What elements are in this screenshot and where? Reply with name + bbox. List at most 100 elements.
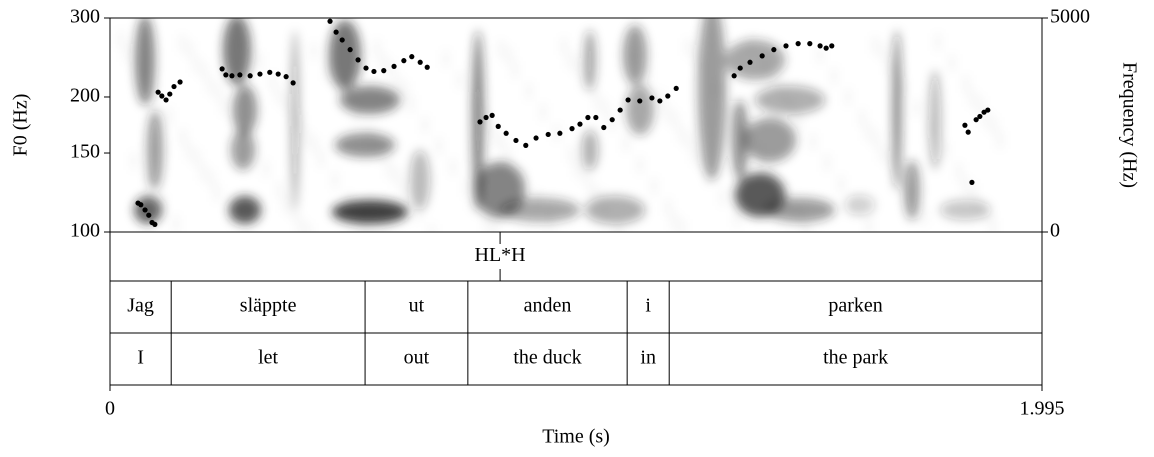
spectrogram-streak [667, 198, 669, 216]
spectrogram-streak [251, 139, 253, 157]
spectrogram-streak [210, 170, 212, 188]
f0-point [355, 57, 361, 63]
spectrogram-streak [362, 213, 364, 231]
spectrogram-streak [965, 75, 967, 93]
f0-point [159, 93, 165, 99]
f0-point [495, 123, 501, 129]
spectrogram-streak [285, 195, 287, 213]
y-tick-label: 150 [70, 141, 100, 163]
f0-point [223, 72, 229, 78]
spectrogram-streak [424, 116, 426, 134]
f0-point [759, 53, 765, 59]
spectrogram-blob [845, 195, 875, 215]
spectrogram-streak [258, 52, 260, 70]
f0-point [229, 73, 235, 79]
spectrogram-blob [755, 86, 825, 114]
f0-point [146, 212, 152, 218]
spectrogram-streak [487, 113, 489, 131]
spectrogram-streak [729, 101, 731, 119]
f0-point [609, 117, 615, 123]
spectrogram-streak [639, 156, 641, 174]
spectrogram-streak [307, 223, 309, 232]
spectrogram-blob [585, 196, 645, 224]
f0-point [593, 114, 599, 121]
spectrogram-streak [431, 224, 433, 232]
tier-label: the duck [513, 347, 581, 369]
spectrogram-streak [701, 59, 703, 77]
spectrogram-streak [189, 41, 191, 59]
x-tick-label: 1.995 [1020, 398, 1065, 420]
spectrogram-streak [292, 108, 294, 126]
f0-point [327, 18, 333, 24]
spectrogram-blob [626, 85, 654, 135]
spectrogram-streak [507, 148, 509, 166]
spectrogram-blob [332, 200, 408, 224]
spectrogram-streak [569, 51, 571, 69]
spectrogram-streak [993, 117, 995, 135]
spectrogram-streak [715, 80, 717, 98]
spectrogram-streak [508, 47, 510, 65]
spectrogram-streak [798, 112, 800, 130]
spectrogram-streak [854, 196, 856, 214]
spectrogram-streak [861, 109, 863, 127]
f0-point [177, 79, 183, 85]
spectrogram-streak [286, 94, 288, 112]
f0-point [985, 107, 991, 113]
spectrogram-streak [265, 160, 267, 178]
x-axis-label: Time (s) [542, 426, 610, 448]
spectrogram-blob [623, 25, 647, 85]
spectrogram-blob [335, 133, 395, 157]
spectrogram-streak [411, 189, 413, 207]
f0-point [142, 207, 148, 213]
y2-axis-label: Frequency (Hz) [1118, 62, 1140, 188]
spectrogram-streak [874, 36, 876, 54]
spectrogram-streak [203, 62, 205, 80]
spectrogram-streak [549, 211, 551, 229]
spectrogram-streak [673, 212, 675, 230]
f0-point [533, 135, 539, 141]
spectrogram-streak [666, 104, 668, 122]
tier-label: the park [823, 347, 888, 369]
f0-point [823, 45, 829, 51]
spectrogram-streak [320, 150, 322, 168]
spectrogram-streak [605, 100, 607, 118]
f0-point [347, 47, 353, 53]
spectrogram-streak [937, 33, 939, 51]
spectrogram-streak [293, 202, 295, 220]
f0-point [417, 59, 423, 65]
spectrogram-streak [182, 128, 184, 146]
spectrogram-streak [120, 30, 122, 48]
spectrogram-streak [653, 177, 655, 195]
f0-point [649, 95, 655, 101]
spectrogram-streak [868, 217, 870, 232]
tier-label: parken [828, 295, 882, 317]
f0-point [267, 69, 273, 75]
spectrogram-streak [168, 107, 170, 125]
y-tick-label: 100 [70, 220, 100, 242]
spectrogram-streak [570, 145, 572, 163]
y-axis-label: F0 (Hz) [10, 94, 32, 157]
f0-point [275, 71, 281, 77]
spectrogram-streak [951, 54, 953, 72]
spectrogram-streak [314, 136, 316, 154]
spectrogram-streak [514, 61, 516, 79]
tier-label: ut [409, 295, 425, 317]
spectrogram-streak [334, 171, 336, 189]
spectrogram-blob [410, 150, 430, 210]
tier-label: i [645, 295, 651, 317]
f0-point [965, 129, 971, 135]
f0-point [807, 41, 813, 47]
spectrogram-streak [757, 143, 759, 161]
f0-point [381, 68, 387, 74]
f0-point [152, 221, 158, 227]
f0-point [617, 107, 623, 113]
y-tick-label: 200 [70, 85, 100, 107]
f0-point [795, 41, 801, 47]
spectrogram-blob [231, 130, 255, 170]
spectrogram-streak [445, 50, 447, 68]
spectrogram-streak [999, 131, 1001, 149]
spectrogram-blob [500, 198, 580, 222]
spectrogram-blob [135, 18, 155, 105]
spectrogram-streak [646, 69, 648, 87]
